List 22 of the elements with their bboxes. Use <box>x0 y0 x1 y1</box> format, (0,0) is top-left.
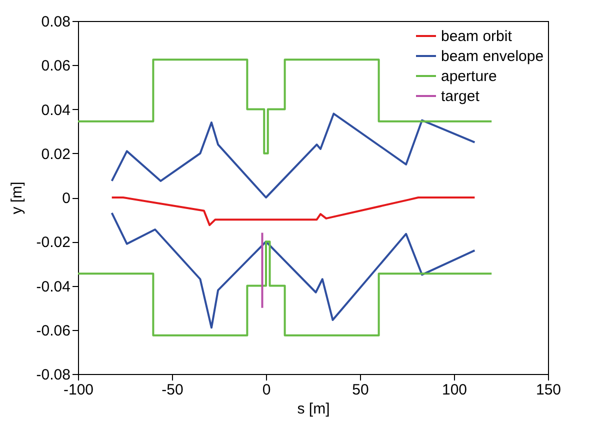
y-tick-label: -0.08 <box>36 366 70 384</box>
y-tick-label: 0 <box>62 190 70 207</box>
legend-label: beam orbit <box>441 28 513 45</box>
legend-label: target <box>441 88 480 105</box>
legend-label: beam envelope <box>441 48 544 65</box>
legend-label: aperture <box>441 68 497 85</box>
y-tick-label: 0.08 <box>41 14 70 30</box>
y-axis-title: y [m] <box>8 182 26 214</box>
x-axis-title: s [m] <box>297 400 330 418</box>
y-tick-label: 0.04 <box>41 102 70 119</box>
y-tick-label: 0.06 <box>41 58 70 75</box>
x-tick-label: 150 <box>536 382 562 398</box>
x-tick-label: -50 <box>162 382 184 398</box>
x-tick-label: 100 <box>442 382 468 398</box>
x-tick-label: 50 <box>352 382 369 398</box>
y-tick-label: -0.04 <box>36 278 70 296</box>
line-series <box>110 196 476 226</box>
x-tick-label: 0 <box>262 382 271 398</box>
y-tick-label: -0.06 <box>36 322 70 340</box>
y-tick-label: -0.02 <box>36 234 70 252</box>
y-tick-label: 0.02 <box>41 146 70 163</box>
x-tick-label: -100 <box>63 382 94 398</box>
